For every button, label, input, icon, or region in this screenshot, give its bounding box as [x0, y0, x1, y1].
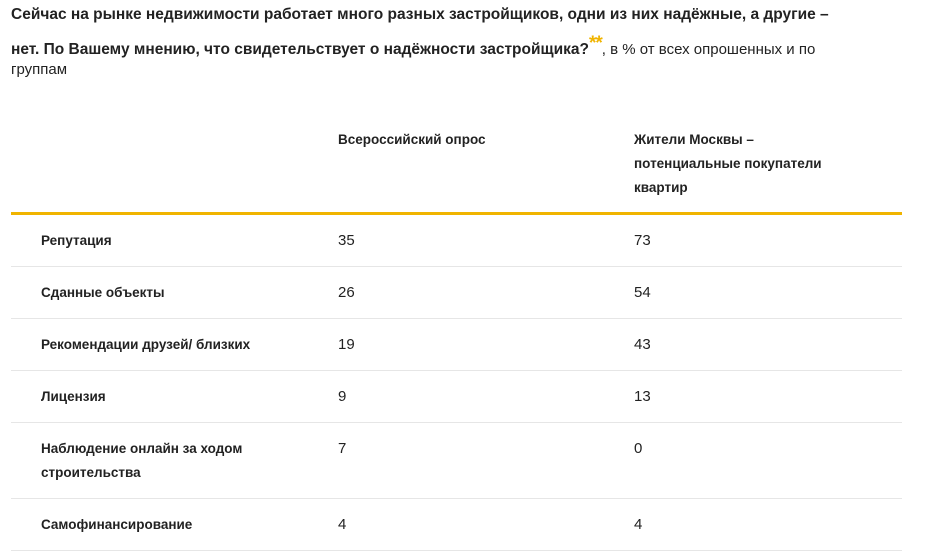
- row-label: Сданные объекты: [41, 285, 165, 300]
- table-title: Сейчас на рынке недвижимости работает мн…: [11, 0, 911, 78]
- title-suffix-line2: группам: [11, 61, 68, 78]
- cell-moscow: 4: [634, 516, 643, 533]
- table-header: Всероссийский опрос Жители Москвы – поте…: [11, 128, 902, 215]
- row-label-line1: Наблюдение онлайн за ходом: [41, 441, 243, 456]
- cell-moscow: 54: [634, 284, 651, 301]
- cell-all-russia: 19: [338, 336, 355, 353]
- title-suffix: , в % от всех опрошенных и по: [601, 41, 816, 58]
- cell-moscow: 13: [634, 388, 651, 405]
- cell-all-russia: 35: [338, 232, 355, 249]
- column-header-moscow: Жители Москвы – потенциальные покупатели…: [634, 128, 849, 200]
- question-text-line1: Сейчас на рынке недвижимости работает мн…: [11, 6, 829, 23]
- column-header-moscow-line3: квартир: [634, 180, 688, 195]
- row-label: Самофинансирование: [41, 517, 193, 532]
- cell-moscow: 73: [634, 232, 651, 249]
- table-row: Рекомендации друзей/ близких 19 43: [11, 319, 902, 371]
- question-text-line2: нет. По Вашему мнению, что свидетельству…: [11, 41, 589, 58]
- row-label: Репутация: [41, 233, 112, 248]
- table-row: Самофинансирование 4 4: [11, 499, 902, 551]
- cell-moscow: 0: [634, 440, 643, 457]
- table-row: Сданные объекты 26 54: [11, 267, 902, 319]
- table-row: Наблюдение онлайн за ходом строительства…: [11, 423, 902, 499]
- row-label: Наблюдение онлайн за ходом строительства: [41, 437, 281, 485]
- cell-moscow: 43: [634, 336, 651, 353]
- table-row: Лицензия 9 13: [11, 371, 902, 423]
- row-label: Лицензия: [41, 389, 106, 404]
- cell-all-russia: 4: [338, 516, 347, 533]
- cell-all-russia: 9: [338, 388, 347, 405]
- column-header-moscow-line1: Жители Москвы –: [634, 132, 754, 147]
- survey-table: Всероссийский опрос Жители Москвы – поте…: [11, 128, 902, 551]
- cell-all-russia: 7: [338, 440, 347, 457]
- footnote-stars[interactable]: **: [588, 33, 603, 54]
- cell-all-russia: 26: [338, 284, 355, 301]
- column-header-moscow-line2: потенциальные покупатели: [634, 156, 822, 171]
- column-header-all-russia: Всероссийский опрос: [338, 132, 486, 147]
- row-label-line2: строительства: [41, 465, 141, 480]
- row-label: Рекомендации друзей/ близких: [41, 337, 251, 352]
- table-row: Репутация 35 73: [11, 215, 902, 267]
